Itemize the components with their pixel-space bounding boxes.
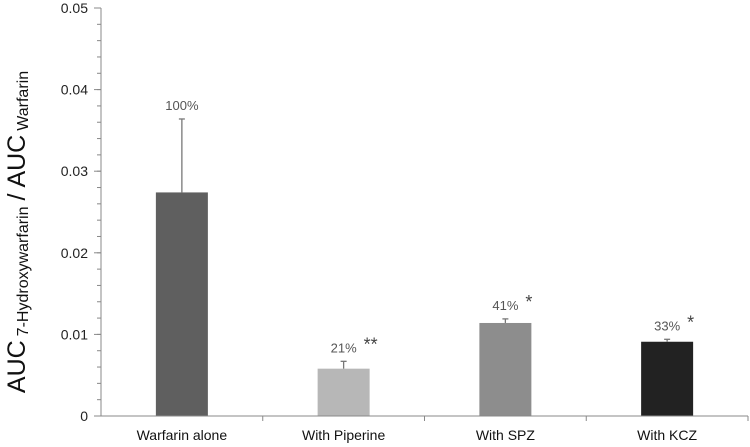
x-category-label: With Piperine bbox=[302, 427, 385, 443]
y-axis-label: AUC 7-Hydroxywarfarin / AUC Warfarin bbox=[3, 71, 32, 393]
y-tick-label: 0.05 bbox=[61, 0, 88, 16]
y-tick-label: 0 bbox=[80, 408, 88, 424]
y-axis-label-main-2: AUC bbox=[3, 135, 31, 188]
y-axis: 0 0.01 0.02 0.03 0.04 0.05 bbox=[61, 0, 102, 424]
significance-label: * bbox=[525, 292, 532, 312]
x-axis: Warfarin alone With Piperine With SPZ With … bbox=[101, 415, 749, 443]
significance-label: * bbox=[687, 312, 694, 332]
x-category-label: With SPZ bbox=[476, 427, 536, 443]
y-tick-label: 0.02 bbox=[61, 245, 88, 261]
bar bbox=[155, 192, 208, 416]
bar bbox=[479, 322, 532, 416]
data-label: 41% bbox=[492, 298, 518, 313]
y-axis-label-sub-2: Warfarin bbox=[15, 71, 32, 131]
data-label: 100% bbox=[165, 98, 199, 113]
y-tick-label: 0.04 bbox=[61, 82, 88, 98]
data-label: 21% bbox=[331, 340, 357, 355]
data-label: 33% bbox=[654, 318, 680, 333]
significance-label: ** bbox=[364, 334, 378, 354]
y-tick-label: 0.03 bbox=[61, 163, 88, 179]
x-category-label: With KCZ bbox=[637, 427, 697, 443]
y-axis-label-sub-1: 7-Hydroxywarfarin bbox=[15, 207, 32, 337]
bar bbox=[641, 341, 694, 416]
y-axis-label-slash: / bbox=[3, 194, 31, 201]
bar bbox=[317, 368, 370, 416]
y-axis-label-main-1: AUC bbox=[3, 340, 31, 393]
y-tick-label: 0.01 bbox=[61, 326, 88, 342]
bars: 100% 21% ** 41% * 33% * bbox=[155, 98, 694, 416]
x-category-label: Warfarin alone bbox=[137, 427, 228, 443]
